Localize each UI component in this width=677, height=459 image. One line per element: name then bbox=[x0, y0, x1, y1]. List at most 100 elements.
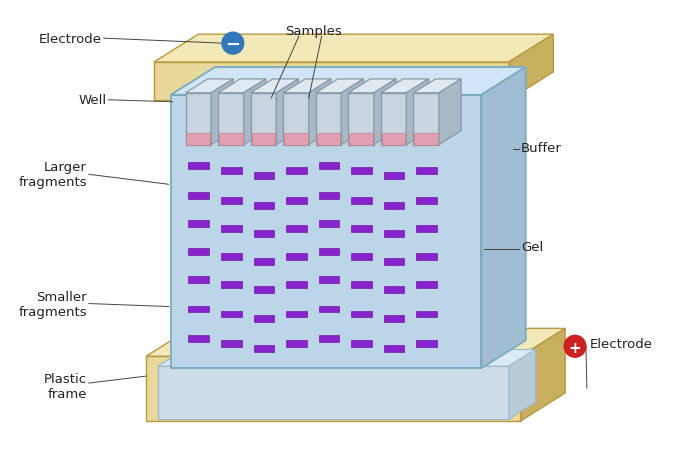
Text: Gel: Gel bbox=[521, 241, 543, 254]
Polygon shape bbox=[186, 133, 210, 145]
Polygon shape bbox=[188, 163, 209, 170]
Polygon shape bbox=[276, 80, 299, 145]
Polygon shape bbox=[254, 286, 274, 293]
Polygon shape bbox=[416, 311, 437, 318]
Polygon shape bbox=[317, 133, 341, 145]
Polygon shape bbox=[509, 35, 553, 101]
Polygon shape bbox=[254, 230, 274, 237]
Polygon shape bbox=[154, 35, 553, 63]
Polygon shape bbox=[284, 133, 308, 145]
Polygon shape bbox=[416, 225, 437, 232]
Polygon shape bbox=[254, 173, 274, 180]
Polygon shape bbox=[188, 276, 209, 283]
Polygon shape bbox=[221, 225, 242, 232]
Text: Electrode: Electrode bbox=[590, 337, 653, 350]
Polygon shape bbox=[254, 258, 274, 265]
Polygon shape bbox=[244, 80, 266, 145]
Polygon shape bbox=[384, 203, 404, 210]
Polygon shape bbox=[416, 198, 437, 205]
Polygon shape bbox=[351, 253, 372, 260]
Polygon shape bbox=[315, 80, 364, 94]
Polygon shape bbox=[351, 198, 372, 205]
Polygon shape bbox=[252, 133, 276, 145]
Polygon shape bbox=[283, 94, 309, 145]
Polygon shape bbox=[188, 336, 209, 342]
Polygon shape bbox=[349, 133, 373, 145]
Polygon shape bbox=[319, 276, 339, 283]
Polygon shape bbox=[211, 80, 234, 145]
Polygon shape bbox=[250, 80, 299, 94]
Polygon shape bbox=[351, 168, 372, 175]
Polygon shape bbox=[254, 203, 274, 210]
Polygon shape bbox=[341, 80, 364, 145]
Polygon shape bbox=[171, 95, 481, 369]
Polygon shape bbox=[414, 133, 438, 145]
Polygon shape bbox=[221, 281, 242, 288]
Text: Plastic
frame: Plastic frame bbox=[44, 372, 87, 400]
Polygon shape bbox=[221, 311, 242, 318]
Polygon shape bbox=[221, 253, 242, 260]
Text: Electrode: Electrode bbox=[39, 33, 102, 45]
Polygon shape bbox=[158, 350, 536, 366]
Polygon shape bbox=[286, 225, 307, 232]
Polygon shape bbox=[384, 258, 404, 265]
Polygon shape bbox=[221, 168, 242, 175]
Polygon shape bbox=[351, 311, 372, 318]
Polygon shape bbox=[374, 80, 396, 145]
Polygon shape bbox=[218, 94, 244, 145]
Polygon shape bbox=[158, 366, 509, 419]
Circle shape bbox=[564, 336, 586, 358]
Polygon shape bbox=[219, 133, 243, 145]
Text: Larger
fragments: Larger fragments bbox=[18, 161, 87, 189]
Polygon shape bbox=[286, 253, 307, 260]
Polygon shape bbox=[416, 253, 437, 260]
Polygon shape bbox=[406, 80, 429, 145]
Polygon shape bbox=[384, 173, 404, 180]
Polygon shape bbox=[188, 221, 209, 228]
Polygon shape bbox=[509, 350, 536, 419]
Polygon shape bbox=[319, 336, 339, 342]
Circle shape bbox=[222, 33, 244, 55]
Text: Well: Well bbox=[79, 94, 106, 107]
Polygon shape bbox=[315, 94, 341, 145]
Polygon shape bbox=[380, 94, 406, 145]
Polygon shape bbox=[185, 94, 211, 145]
Text: Buffer: Buffer bbox=[521, 142, 562, 155]
Polygon shape bbox=[286, 311, 307, 318]
Polygon shape bbox=[439, 80, 461, 145]
Polygon shape bbox=[384, 316, 404, 323]
Polygon shape bbox=[481, 68, 526, 369]
Polygon shape bbox=[319, 193, 339, 200]
Polygon shape bbox=[154, 63, 509, 101]
Polygon shape bbox=[348, 80, 396, 94]
Polygon shape bbox=[348, 94, 374, 145]
Polygon shape bbox=[146, 329, 565, 357]
Polygon shape bbox=[188, 306, 209, 313]
Polygon shape bbox=[413, 80, 461, 94]
Text: Samples: Samples bbox=[285, 25, 342, 38]
Polygon shape bbox=[380, 80, 429, 94]
Polygon shape bbox=[319, 163, 339, 170]
Polygon shape bbox=[171, 68, 526, 95]
Polygon shape bbox=[351, 225, 372, 232]
Polygon shape bbox=[351, 341, 372, 347]
Polygon shape bbox=[384, 230, 404, 237]
Polygon shape bbox=[188, 193, 209, 200]
Polygon shape bbox=[413, 94, 439, 145]
Polygon shape bbox=[319, 306, 339, 313]
Polygon shape bbox=[185, 80, 234, 94]
Polygon shape bbox=[384, 346, 404, 353]
Polygon shape bbox=[319, 248, 339, 255]
Polygon shape bbox=[250, 94, 276, 145]
Polygon shape bbox=[221, 198, 242, 205]
Polygon shape bbox=[521, 329, 565, 421]
Polygon shape bbox=[416, 281, 437, 288]
Polygon shape bbox=[416, 341, 437, 347]
Polygon shape bbox=[283, 80, 331, 94]
Polygon shape bbox=[286, 168, 307, 175]
Polygon shape bbox=[384, 286, 404, 293]
Polygon shape bbox=[351, 281, 372, 288]
Polygon shape bbox=[286, 198, 307, 205]
Polygon shape bbox=[254, 346, 274, 353]
Polygon shape bbox=[319, 221, 339, 228]
